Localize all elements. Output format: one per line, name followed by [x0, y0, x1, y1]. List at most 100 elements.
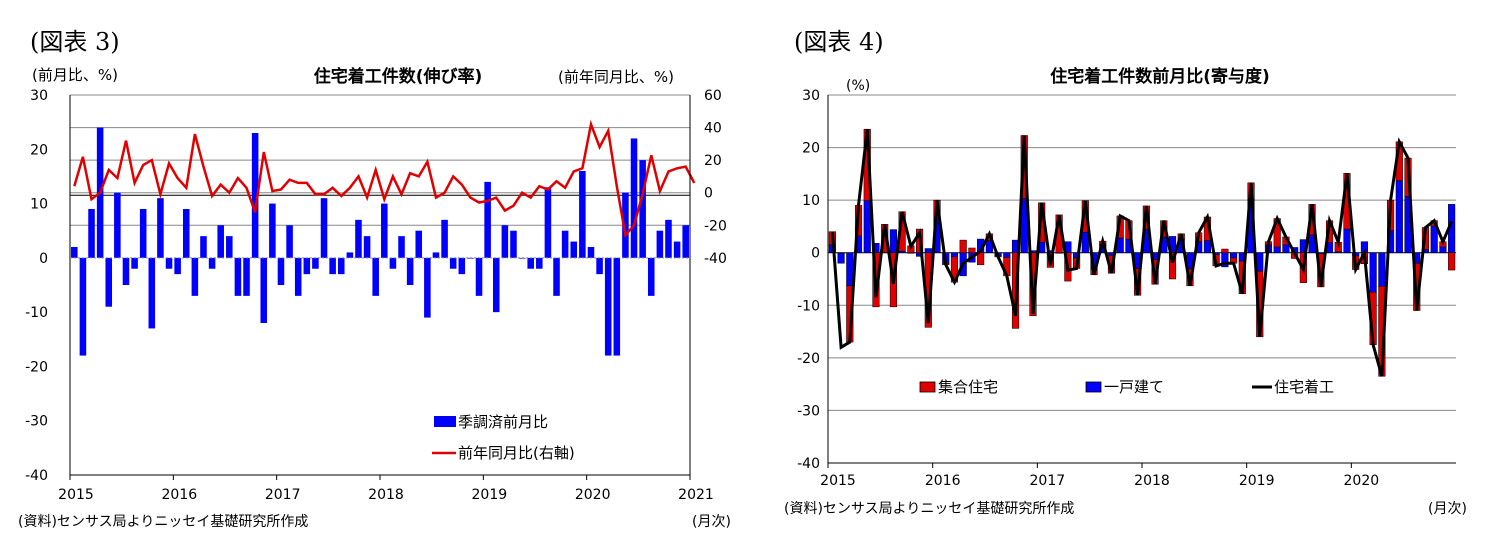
bar — [424, 257, 431, 318]
bar — [286, 225, 293, 258]
bar-single-family — [1081, 231, 1089, 253]
bar-single-family — [863, 200, 871, 253]
bar-single-family — [1203, 240, 1211, 253]
legend-label-single: 一戸建て — [1104, 378, 1164, 396]
right-tick-label: -20 — [704, 218, 727, 234]
legend-label-multi: 集合住宅 — [938, 378, 998, 396]
bar-single-family — [1395, 180, 1403, 253]
yoy-line — [73, 119, 696, 238]
bar — [329, 257, 336, 275]
bar — [337, 257, 345, 275]
bar — [355, 219, 362, 258]
bar — [71, 247, 78, 258]
bar-single-family — [1230, 252, 1238, 259]
bar-single-family — [1439, 246, 1447, 253]
bar — [475, 257, 483, 296]
y-tick-label: -40 — [797, 456, 820, 472]
bar — [303, 257, 311, 275]
bar — [579, 171, 586, 258]
bar — [596, 257, 603, 275]
bar-multi-family — [837, 252, 845, 254]
y-tick-label: 10 — [802, 193, 820, 209]
y-tick-label: -20 — [797, 351, 820, 367]
bar — [243, 257, 250, 296]
bar — [449, 257, 457, 269]
left-tick-label: 30 — [30, 88, 48, 104]
x-tick-label: 2020 — [575, 487, 611, 503]
bar — [346, 252, 354, 258]
left-tick-label: 0 — [39, 251, 48, 267]
bar — [277, 257, 285, 285]
x-tick-label: 2020 — [1344, 473, 1380, 489]
x-tick-label: 2015 — [58, 487, 94, 503]
chart-title: 住宅着工件数(伸び率) — [314, 66, 483, 87]
growth-rate-chart: (前月比、%) 住宅着工件数(伸び率) (前年同月比、%) 30 20 10 0 -10… — [18, 66, 731, 530]
bar-single-family — [889, 229, 897, 253]
bar — [656, 230, 664, 258]
bar — [682, 225, 689, 258]
contribution-chart: (%) 住宅着工件数前月比(寄与度) 3020100-10-20-30-4020… — [784, 66, 1467, 517]
y-axis-label: (%) — [846, 78, 870, 94]
bar-single-family — [837, 252, 845, 264]
right-tick-label: -40 — [704, 251, 727, 267]
bar-single-family — [1003, 252, 1011, 258]
x-tick-label: 2017 — [265, 487, 301, 503]
y-tick-label: 0 — [811, 246, 820, 262]
bar — [114, 192, 121, 258]
bar — [79, 257, 87, 356]
bar — [553, 257, 560, 296]
bar — [165, 257, 173, 269]
bar-multi-family — [968, 247, 976, 253]
left-tick-label: 20 — [30, 142, 48, 158]
bar — [604, 257, 612, 356]
source-note: (資料)センサス局よりニッセイ基礎研究所作成 — [18, 513, 308, 530]
x-tick-label: 2016 — [162, 487, 198, 503]
bar — [174, 257, 181, 275]
legend-label-bar: 季調済前月比 — [458, 413, 548, 431]
bar-single-family — [1282, 244, 1290, 253]
legend-swatch-multi — [919, 381, 936, 393]
bar — [484, 181, 491, 258]
bar — [182, 209, 190, 258]
bar-single-family — [1273, 246, 1281, 253]
bar — [139, 209, 147, 258]
bar — [587, 247, 595, 258]
bar — [122, 257, 130, 285]
unit-note: (月次) — [1428, 501, 1467, 517]
bar — [492, 257, 500, 313]
y-tick-label: 30 — [802, 88, 820, 104]
bar — [234, 257, 242, 296]
bar — [665, 219, 672, 258]
bar-single-family — [950, 252, 959, 258]
bar — [406, 257, 414, 285]
bar — [88, 209, 95, 258]
bar — [536, 257, 543, 269]
chart-title: 住宅着工件数前月比(寄与度) — [1050, 66, 1270, 87]
y-tick-label: -10 — [797, 298, 820, 314]
bar — [544, 187, 552, 258]
right-tick-label: 20 — [704, 153, 722, 169]
bar — [312, 257, 319, 269]
bar — [200, 236, 207, 258]
bar — [217, 225, 224, 258]
bar-single-family — [1256, 252, 1264, 272]
bar-single-family — [846, 252, 854, 287]
bar — [320, 198, 328, 258]
bar — [458, 257, 466, 275]
bar — [363, 236, 371, 258]
bar — [148, 257, 156, 329]
bar-multi-family — [959, 239, 967, 253]
bar — [613, 257, 621, 356]
bar — [432, 252, 440, 258]
unit-note: (月次) — [692, 514, 731, 530]
bar — [208, 257, 216, 269]
x-tick-label: 2018 — [368, 487, 404, 503]
legend: 季調済前月比 前年同月比(右軸) — [424, 401, 688, 473]
bar — [269, 203, 276, 258]
x-tick-label: 2017 — [1030, 473, 1066, 489]
bar — [673, 241, 681, 258]
bar — [398, 236, 405, 258]
bar-single-family — [1369, 252, 1377, 293]
figure-3-panel: (図表 3) (前月比、%) 住宅着工件数(伸び率) (前年同月比、%) 30 2… — [18, 28, 731, 530]
bar — [639, 160, 646, 258]
